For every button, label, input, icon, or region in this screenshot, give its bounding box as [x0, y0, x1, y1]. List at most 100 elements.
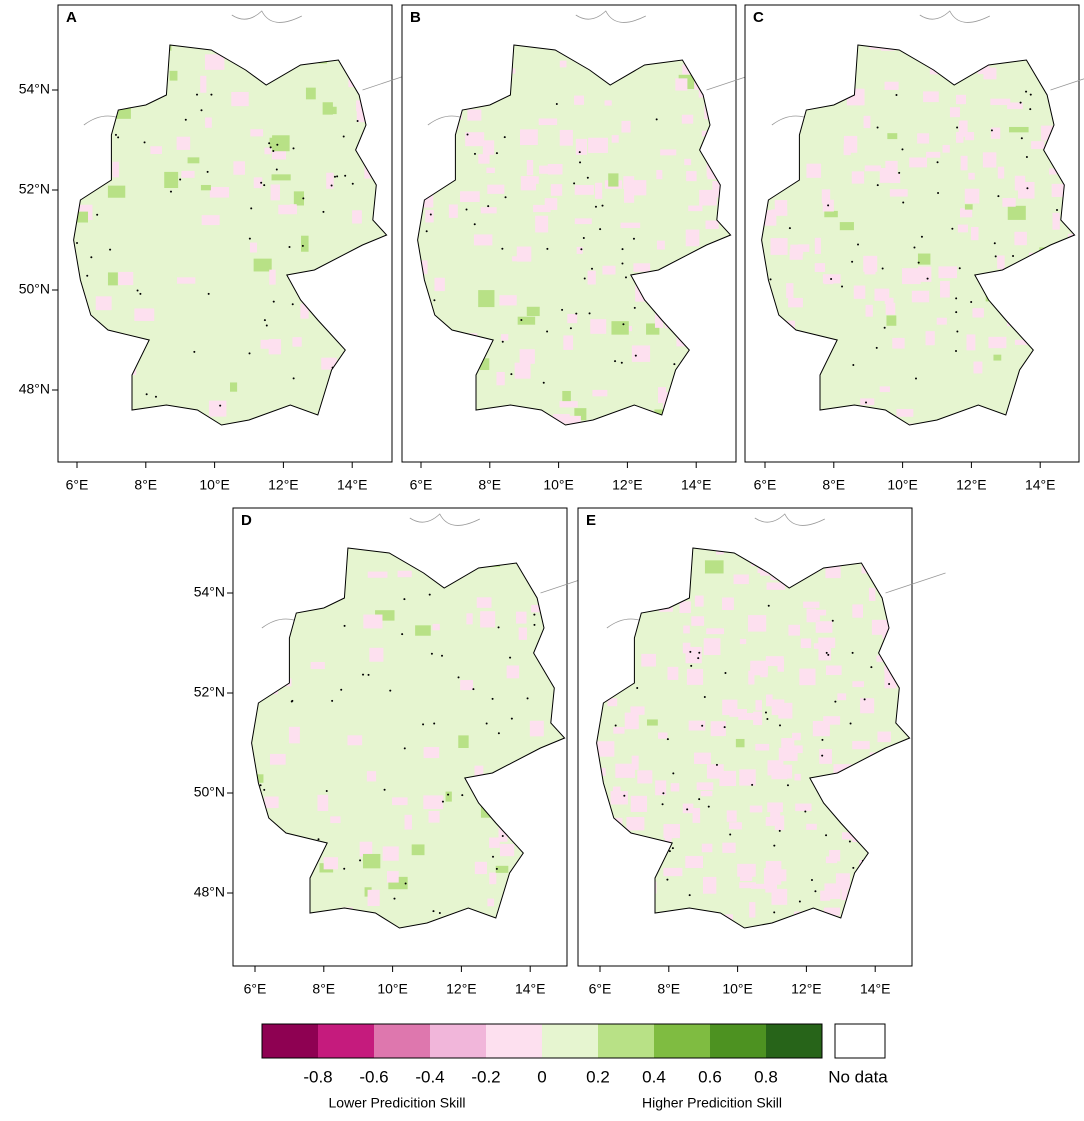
skill-patch	[956, 132, 964, 143]
significance-dot	[492, 855, 495, 858]
skill-patch	[538, 118, 558, 126]
skill-patch	[519, 129, 538, 146]
skill-patch	[839, 222, 854, 231]
skill-patch	[1007, 205, 1026, 220]
skill-patch	[748, 670, 755, 685]
skill-patch	[270, 184, 280, 201]
skill-patch	[722, 842, 736, 853]
significance-dot	[331, 699, 334, 702]
significance-dot	[902, 201, 905, 204]
significance-dot	[1056, 208, 1059, 211]
skill-patch	[960, 155, 968, 171]
skill-patch	[803, 601, 820, 608]
skill-patch	[965, 132, 975, 141]
significance-dot	[473, 152, 476, 155]
colorbar-tick-label: 0.6	[698, 1067, 722, 1086]
significance-dot	[956, 330, 959, 333]
skill-patch	[970, 226, 979, 241]
skill-patch	[362, 853, 381, 869]
x-tick-label: 6°E	[589, 981, 612, 997]
skill-patch	[884, 81, 899, 90]
significance-dot	[184, 118, 187, 121]
significance-dot	[367, 673, 370, 676]
significance-dot	[1012, 255, 1015, 258]
colorbar-swatch	[710, 1024, 766, 1058]
skill-patch	[706, 628, 725, 635]
significance-dot	[272, 300, 275, 303]
skill-patch	[968, 172, 975, 180]
significance-dot	[990, 129, 993, 132]
significance-dot	[769, 278, 772, 281]
x-tick-label: 14°E	[1025, 477, 1056, 493]
x-tick-label: 6°E	[66, 477, 89, 493]
skill-patch	[925, 331, 935, 346]
skill-patch	[747, 615, 767, 632]
significance-dot	[671, 847, 674, 850]
skill-patch	[347, 735, 363, 746]
skill-patch	[722, 597, 734, 610]
skill-patch	[404, 814, 412, 830]
low-skill-label: Lower Predicition Skill	[329, 1095, 466, 1111]
x-tick-label: 10°E	[887, 477, 918, 493]
skill-patch	[253, 177, 263, 189]
skill-patch	[911, 290, 930, 303]
skill-patch	[814, 237, 821, 254]
skill-patch	[657, 387, 667, 404]
skill-patch	[685, 646, 702, 664]
significance-dot	[970, 301, 973, 304]
skill-patch	[499, 843, 515, 857]
skill-patch	[795, 803, 812, 812]
skill-patch	[913, 753, 922, 765]
skill-patch	[118, 271, 134, 286]
significance-dot	[662, 792, 665, 795]
country-border	[761, 44, 1076, 426]
significance-dot	[701, 724, 704, 727]
skill-patch	[818, 640, 829, 657]
skill-patch	[877, 731, 891, 743]
skill-patch	[818, 637, 836, 648]
skill-patch	[813, 643, 821, 649]
significance-dot	[632, 237, 635, 240]
skill-patch	[777, 658, 784, 672]
skill-patch	[169, 70, 178, 81]
significance-dot	[715, 763, 718, 766]
significance-dot	[569, 327, 572, 330]
skill-patch	[766, 694, 773, 707]
skill-patch	[767, 760, 784, 776]
significance-dot	[1019, 101, 1022, 104]
skill-patch	[863, 115, 871, 129]
significance-dot	[580, 248, 583, 251]
significance-dot	[881, 267, 884, 270]
skill-patch	[692, 808, 701, 823]
significance-dot	[428, 593, 431, 596]
significance-dot	[888, 683, 891, 686]
skill-patch	[209, 187, 230, 198]
panel-letter: B	[410, 9, 421, 26]
skill-patch	[705, 220, 719, 230]
skill-patch	[596, 741, 615, 757]
x-tick-label: 12°E	[268, 477, 299, 493]
significance-dot	[533, 623, 536, 626]
significance-dot	[830, 278, 833, 281]
significance-dot	[362, 673, 365, 676]
y-tick-label: 50°N	[194, 784, 225, 800]
skill-patch	[495, 865, 509, 873]
significance-dot	[356, 119, 359, 122]
significance-dot	[425, 230, 428, 233]
country-fill	[761, 45, 1075, 425]
x-tick-label: 10°E	[199, 477, 230, 493]
significance-dot	[447, 793, 450, 796]
significance-dot	[504, 196, 507, 199]
panel-letter: A	[66, 9, 77, 26]
significance-dot	[594, 205, 597, 208]
significance-dot	[461, 794, 464, 797]
significance-dot	[268, 142, 271, 145]
x-tick-label: 6°E	[754, 477, 777, 493]
skill-patch	[588, 137, 608, 153]
skill-patch	[310, 662, 325, 670]
skill-patch	[631, 345, 651, 362]
skill-patch	[631, 755, 639, 770]
skill-patch	[837, 693, 847, 701]
y-tick-label: 52°N	[194, 684, 225, 700]
